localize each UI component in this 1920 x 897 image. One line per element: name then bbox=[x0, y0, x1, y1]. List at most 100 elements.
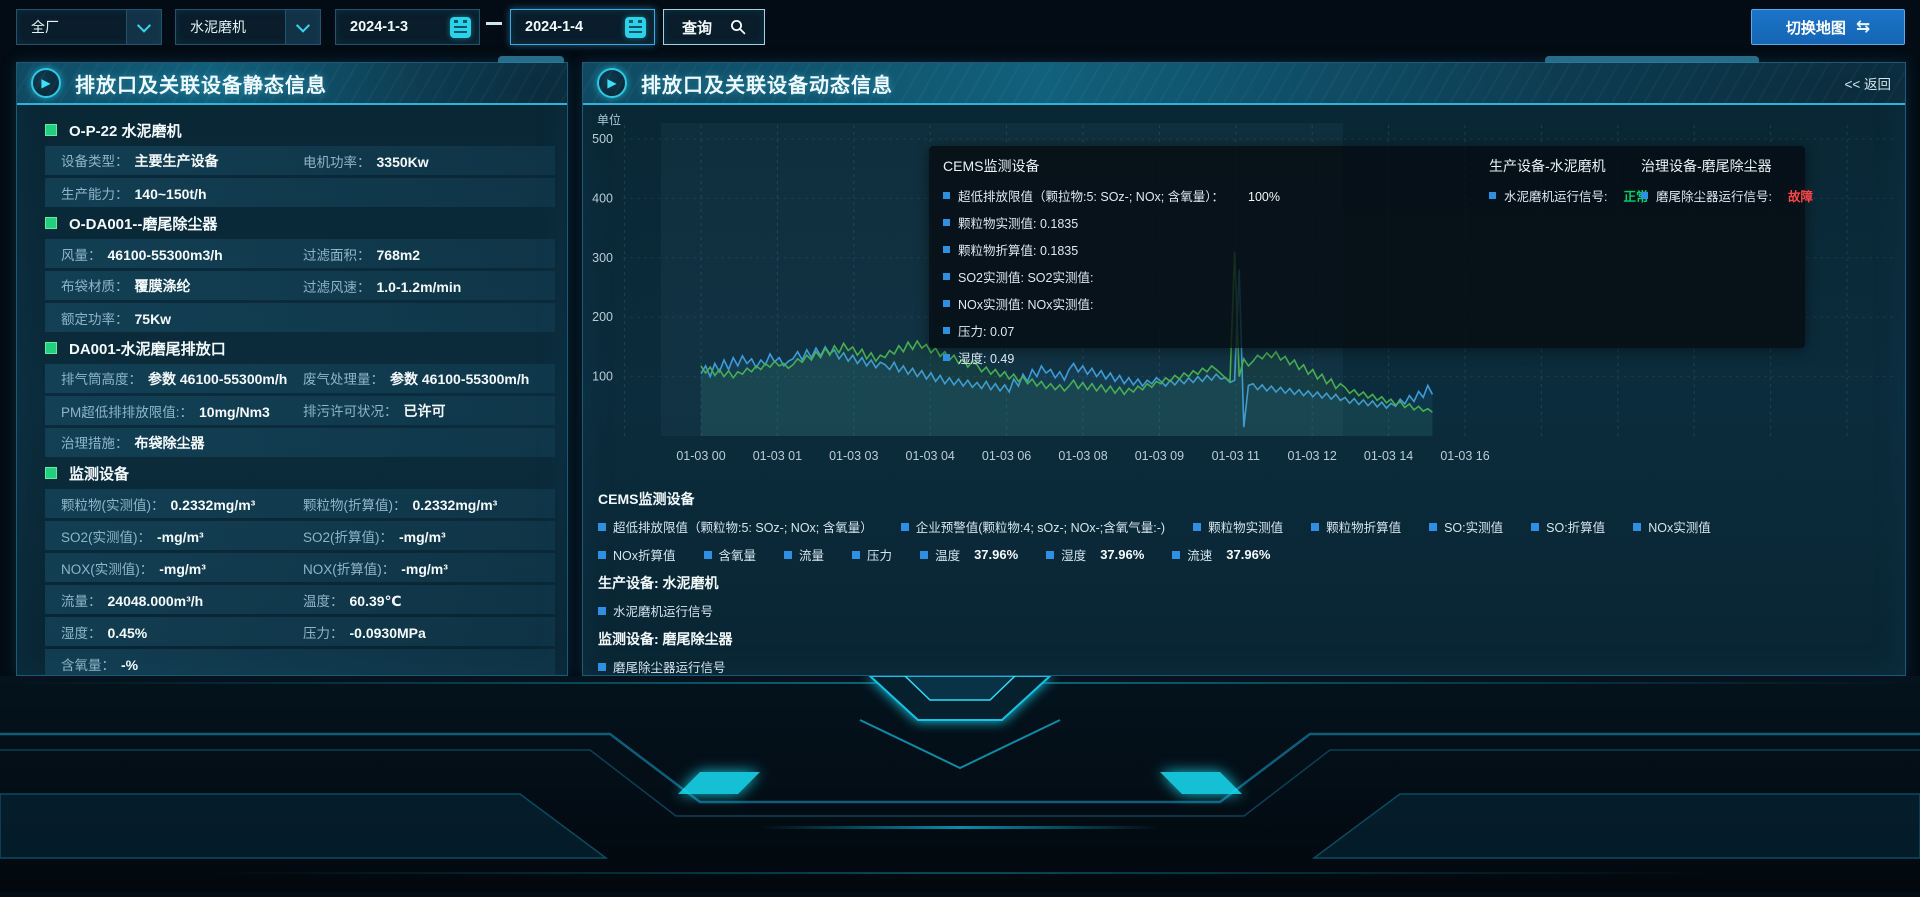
static-info-panel: ▶ 排放口及关联设备静态信息 O-P-22 水泥磨机 设备类型： 主要生产设备 电机功… bbox=[16, 56, 568, 678]
info-field: 额定功率： 75Kw bbox=[61, 308, 303, 328]
legend-marker-icon bbox=[1429, 522, 1438, 531]
legend-item[interactable]: SO:折算值 bbox=[1531, 517, 1605, 536]
tooltip-cems-title: CEMS监测设备 bbox=[943, 158, 1040, 174]
info-row: 风量： 46100-55300m3/h 过滤面积： 768m2 bbox=[45, 239, 555, 268]
legend-item[interactable]: 流速 37.96% bbox=[1172, 545, 1270, 564]
info-field-label: 排污许可状况： bbox=[303, 404, 398, 419]
legend-monitor-title: 监测设备: 磨尾除尘器 bbox=[598, 631, 733, 647]
tooltip-item: 颗粒物实测值: 0.1835 bbox=[943, 213, 1280, 232]
start-date-input[interactable]: 2024-1-3 bbox=[335, 9, 480, 45]
info-field-label: 排气筒高度： bbox=[61, 372, 142, 387]
info-field-label: 风量： bbox=[61, 247, 102, 263]
section-heading-label: O-P-22 水泥磨机 bbox=[69, 122, 182, 140]
legend-item-value: 37.96% bbox=[974, 547, 1019, 562]
legend-marker-icon bbox=[943, 246, 950, 253]
legend-item-label: 企业预警值(颗粒物:4; sOz-; NOx-;含氧气量:-) bbox=[915, 521, 1166, 535]
info-field-value: 10mg/Nm3 bbox=[199, 403, 270, 420]
calendar-icon[interactable] bbox=[625, 16, 646, 38]
info-field: 温度： 60.39℃ bbox=[303, 590, 545, 610]
info-field: 风量： 46100-55300m3/h bbox=[61, 244, 303, 264]
decorative-footer bbox=[0, 675, 1920, 892]
info-field-label: NOX(实测值)： bbox=[61, 561, 154, 577]
switch-map-button[interactable]: 切换地图 ⇆ bbox=[1751, 9, 1905, 45]
svg-text:01-03 14: 01-03 14 bbox=[1364, 449, 1413, 463]
legend-item[interactable]: 磨尾除尘器运行信号 bbox=[598, 657, 726, 676]
dynamic-info-panel: ▶ 排放口及关联设备动态信息 << 返回 单位 100 200 300 400 500 0… bbox=[582, 56, 1906, 676]
legend-marker-icon bbox=[943, 219, 950, 226]
info-field-label: 设备类型： bbox=[61, 154, 129, 169]
start-date-value: 2024-1-3 bbox=[350, 19, 409, 35]
back-link[interactable]: << 返回 bbox=[1844, 77, 1891, 92]
legend-item[interactable]: 颗粒物折算值 bbox=[1311, 517, 1401, 536]
legend-item[interactable]: NOx实测值 bbox=[1633, 517, 1711, 536]
info-field-value: 60.39℃ bbox=[349, 592, 402, 609]
legend-item[interactable]: 湿度 37.96% bbox=[1046, 545, 1144, 564]
legend-item[interactable]: 温度 37.96% bbox=[920, 545, 1018, 564]
info-field-value: 0.45% bbox=[107, 624, 148, 641]
tooltip-item: SO2实测值: SO2实测值: bbox=[943, 267, 1280, 286]
info-field-label: 流量： bbox=[61, 593, 102, 609]
legend-item[interactable]: 流量 bbox=[784, 545, 824, 564]
green-square-icon bbox=[45, 124, 57, 136]
legend-item-label: 含氧量 bbox=[718, 549, 757, 563]
legend-item[interactable]: 企业预警值(颗粒物:4; sOz-; NOx-;含氧气量:-) bbox=[900, 517, 1166, 536]
tooltip-item-label: 压力: 0.07 bbox=[958, 325, 1015, 339]
legend-item-label: SO:实测值 bbox=[1444, 521, 1504, 535]
svg-text:01-03 01: 01-03 01 bbox=[753, 449, 802, 463]
svg-text:01-03 00: 01-03 00 bbox=[676, 449, 725, 463]
section-heading-label: DA001-水泥磨尾排放口 bbox=[69, 340, 226, 358]
play-icon: ▶ bbox=[31, 68, 61, 98]
chevron-down-icon bbox=[295, 18, 311, 33]
end-date-input[interactable]: 2024-1-4 bbox=[510, 9, 655, 45]
legend-item[interactable]: NOx折算值 bbox=[598, 545, 676, 564]
legend-item-value: 37.96% bbox=[1226, 547, 1271, 562]
info-row: 湿度： 0.45% 压力： -0.0930MPa bbox=[45, 617, 555, 646]
green-square-icon bbox=[45, 467, 57, 479]
section-heading-label: 监测设备 bbox=[69, 465, 130, 483]
info-field-value: 布袋除尘器 bbox=[134, 435, 205, 451]
tooltip-item-label: 水泥磨机运行信号: bbox=[1504, 190, 1608, 204]
info-field: 过滤风速： 1.0-1.2m/min bbox=[303, 276, 545, 296]
info-field-label: NOX(折算值)： bbox=[303, 561, 396, 577]
info-field: 生产能力： 140~150t/h bbox=[61, 183, 303, 203]
tooltip-treatment-title: 治理设备-磨尾除尘器 bbox=[1641, 158, 1772, 174]
calendar-icon[interactable] bbox=[450, 16, 471, 38]
info-field: 布袋材质： 覆膜涤纶 bbox=[61, 275, 303, 296]
info-field-value: 覆膜涤纶 bbox=[134, 278, 191, 294]
info-field-label: 布袋材质： bbox=[61, 279, 129, 294]
tooltip-item-label: 超低排放限值（颗拉物:5: SOz-; NOx; 含氧量）： bbox=[958, 190, 1224, 204]
legend-item-label: 温度 bbox=[935, 549, 961, 563]
legend-item[interactable]: SO:实测值 bbox=[1429, 517, 1503, 536]
query-button[interactable]: 查询 bbox=[663, 9, 765, 45]
legend-item[interactable]: 含氧量 bbox=[703, 545, 757, 564]
info-field-value: 46100-55300m3/h bbox=[107, 246, 223, 263]
section-heading: DA001-水泥磨尾排放口 bbox=[45, 335, 555, 361]
info-field-value: 参数 46100-55300m/h bbox=[148, 371, 288, 387]
device-select[interactable]: 水泥磨机 bbox=[175, 9, 321, 45]
status-badge: 故障 bbox=[1787, 190, 1813, 204]
legend-marker-icon bbox=[1489, 192, 1496, 199]
legend-marker-icon bbox=[1531, 522, 1540, 531]
legend-cems-title: CEMS监测设备 bbox=[598, 491, 695, 507]
device-select-dropdown-button[interactable] bbox=[285, 10, 320, 44]
info-field-value: -mg/m³ bbox=[401, 560, 448, 577]
plant-select[interactable]: 全厂 bbox=[16, 9, 162, 45]
legend-item[interactable]: 颗粒物实测值 bbox=[1193, 517, 1283, 536]
legend-marker-icon bbox=[900, 522, 909, 531]
tooltip-item: 湿度: 0.49 bbox=[943, 348, 1280, 367]
legend-marker-icon bbox=[920, 550, 929, 559]
svg-text:500: 500 bbox=[592, 132, 613, 146]
static-info-panel-header: ▶ 排放口及关联设备静态信息 bbox=[17, 63, 567, 105]
svg-text:01-03 11: 01-03 11 bbox=[1212, 449, 1260, 463]
legend-item[interactable]: 超低排放限值（颗粒物:5: SOz-; NOx; 含氧量） bbox=[598, 517, 873, 536]
legend-item[interactable]: 水泥磨机运行信号 bbox=[598, 601, 713, 620]
tooltip-item-label: NOx实测值: NOx实测值: bbox=[958, 298, 1094, 312]
info-field: 电机功率： 3350Kw bbox=[303, 151, 545, 171]
panel-top-nub bbox=[1545, 56, 1759, 63]
legend-marker-icon bbox=[1633, 522, 1642, 531]
tooltip-item: 颗粒物折算值: 0.1835 bbox=[943, 240, 1280, 259]
plant-select-dropdown-button[interactable] bbox=[126, 10, 161, 44]
info-row: SO2(实测值)： -mg/m³ SO2(折算值)： -mg/m³ bbox=[45, 521, 555, 550]
section-heading: 监测设备 bbox=[45, 460, 555, 486]
legend-item[interactable]: 压力 bbox=[852, 545, 892, 564]
